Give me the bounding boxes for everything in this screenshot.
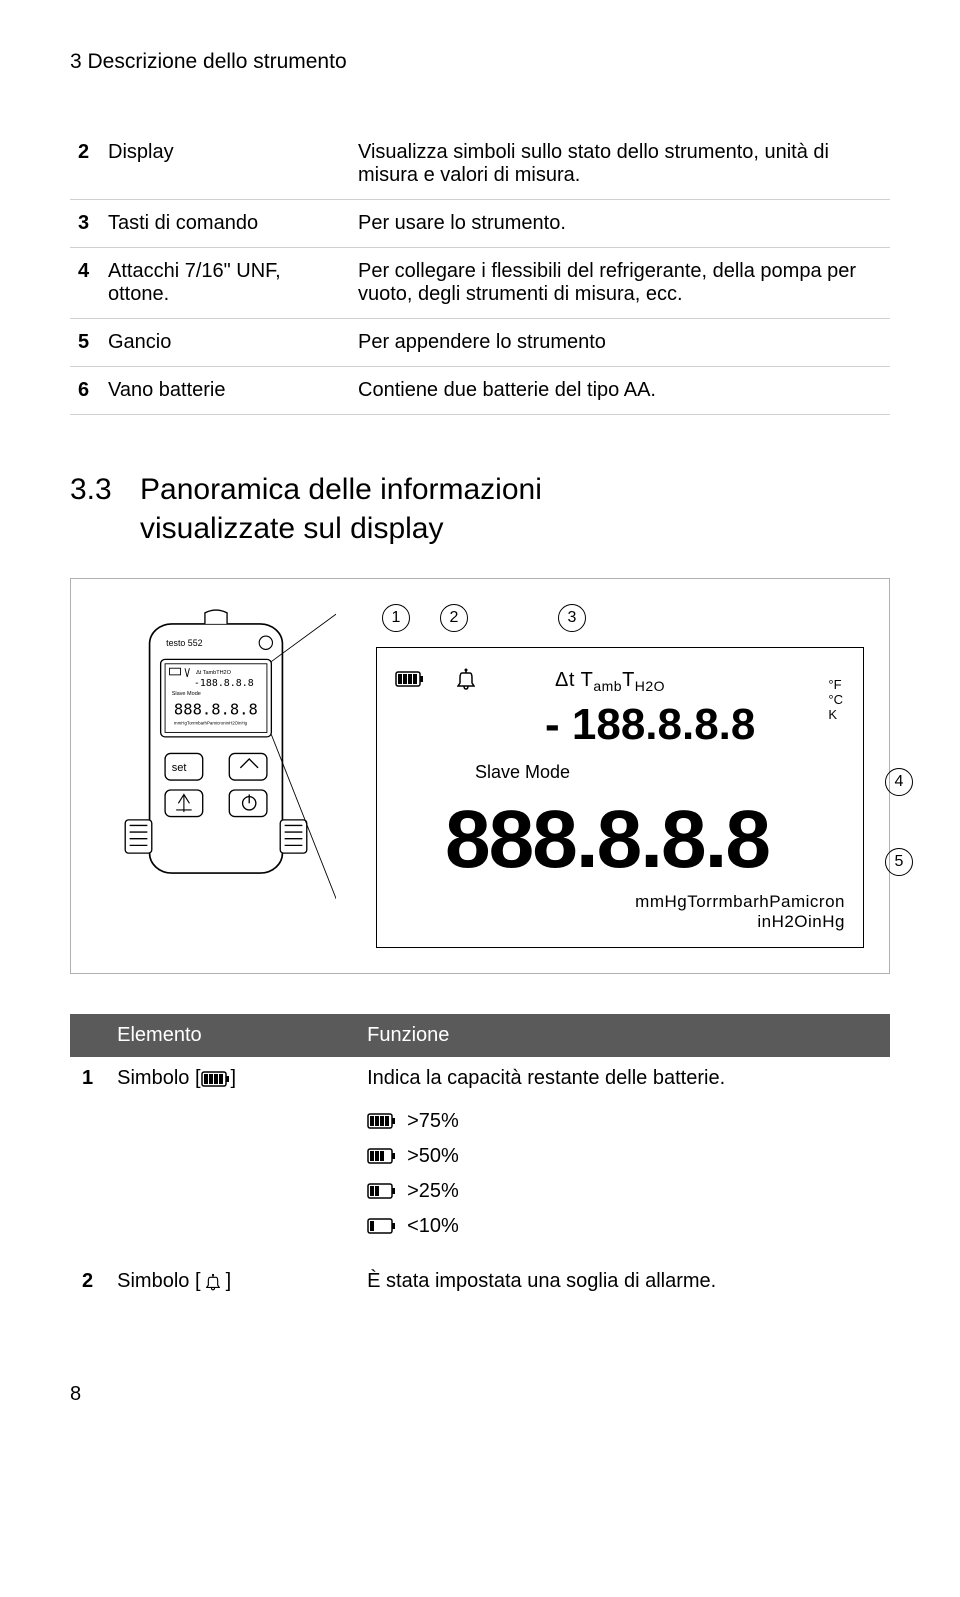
callout-row-top: 1 2 3 — [382, 604, 864, 632]
svg-text:888.8.8.8: 888.8.8.8 — [445, 794, 769, 879]
callout-1: 1 — [382, 604, 410, 632]
battery-icon — [395, 670, 425, 693]
page-number: 8 — [70, 1383, 890, 1406]
battery-level-item: >75% — [367, 1110, 878, 1133]
section-title: 3.3Panoramica delle informazionivisualiz… — [70, 470, 890, 548]
svg-text:Δt TambTH2O: Δt TambTH2O — [196, 670, 232, 676]
elem-row-elemento: Simbolo [ ] — [105, 1260, 355, 1303]
elem-row-elemento: Simbolo [ ] — [105, 1057, 355, 1100]
lcd-enlarged-area: 1 2 3 — [376, 604, 864, 948]
display-diagram: testo 552 Δt TambTH2O -188.8.8.8 Slave M… — [70, 578, 890, 974]
svg-text:testo 552: testo 552 — [166, 638, 202, 648]
lcd-small-digits: - 188.8.8.8 — [395, 699, 805, 754]
battery-level-item: >25% — [367, 1180, 878, 1203]
section-number: 3.3 — [70, 470, 140, 509]
svg-text:set: set — [172, 762, 187, 774]
element-table: Elemento Funzione 1Simbolo [ ]Indica la … — [70, 1014, 890, 1303]
svg-text:- 188.8.8.8: - 188.8.8.8 — [545, 700, 755, 749]
callout-2: 2 — [440, 604, 468, 632]
elem-th-elemento: Elemento — [105, 1014, 355, 1057]
svg-text:Slave Mode: Slave Mode — [172, 691, 201, 697]
element-table-row: 1Simbolo [ ]Indica la capacità restante … — [70, 1057, 890, 1100]
bell-icon — [457, 668, 475, 695]
slave-mode-label: Slave Mode — [475, 762, 845, 783]
battery-levels-row: >75% >50% >25% <10% — [70, 1100, 890, 1260]
lcd-units-small: °F °C K — [828, 678, 843, 723]
device-table-row: 6Vano batterieContiene due batterie del … — [70, 367, 890, 415]
elem-th-blank — [70, 1014, 105, 1057]
lcd-bottom-units: mmHgTorrmbarhPamicron inH2OinHg — [395, 892, 845, 933]
battery-level-item: >50% — [367, 1145, 878, 1168]
battery-levels-cell: >75% >50% >25% <10% — [355, 1100, 890, 1260]
delta-t-label: Δt TambTH2O — [555, 669, 665, 694]
elem-row-num: 2 — [70, 1260, 105, 1303]
callout-3: 3 — [558, 604, 586, 632]
device-table-row: 2DisplayVisualizza simboli sullo stato d… — [70, 129, 890, 200]
battery-level-item: <10% — [367, 1215, 878, 1238]
device-table-row: 4Attacchi 7/16" UNF, ottone.Per collegar… — [70, 248, 890, 319]
section-title-text: Panoramica delle informazionivisualizzat… — [140, 470, 542, 548]
lcd-big-digits: 888.8.8.8 — [395, 793, 845, 884]
page-header: 3 Descrizione dello strumento — [70, 50, 890, 74]
callout-5: 5 — [885, 848, 913, 876]
svg-text:-188.8.8.8: -188.8.8.8 — [194, 678, 254, 689]
callout-4: 4 — [885, 768, 913, 796]
device-illustration: testo 552 Δt TambTH2O -188.8.8.8 Slave M… — [96, 604, 336, 919]
elem-row-funzione: Indica la capacità restante delle batter… — [355, 1057, 890, 1100]
device-table-row: 3Tasti di comandoPer usare lo strumento. — [70, 200, 890, 248]
lcd-screen: Δt TambTH2O °F °C K - 188.8.8.8 Slave Mo… — [376, 647, 864, 948]
elem-row-funzione: È stata impostata una soglia di allarme. — [355, 1260, 890, 1303]
device-table-row: 5GancioPer appendere lo strumento — [70, 319, 890, 367]
elem-th-funzione: Funzione — [355, 1014, 890, 1057]
device-table: 2DisplayVisualizza simboli sullo stato d… — [70, 129, 890, 415]
svg-text:mmHgTorrmbarhPamicroninH2OinHg: mmHgTorrmbarhPamicroninH2OinHg — [174, 721, 248, 726]
element-table-row: 2Simbolo [ ]È stata impostata una soglia… — [70, 1260, 890, 1303]
svg-text:888.8.8.8: 888.8.8.8 — [174, 701, 258, 719]
elem-row-num: 1 — [70, 1057, 105, 1100]
